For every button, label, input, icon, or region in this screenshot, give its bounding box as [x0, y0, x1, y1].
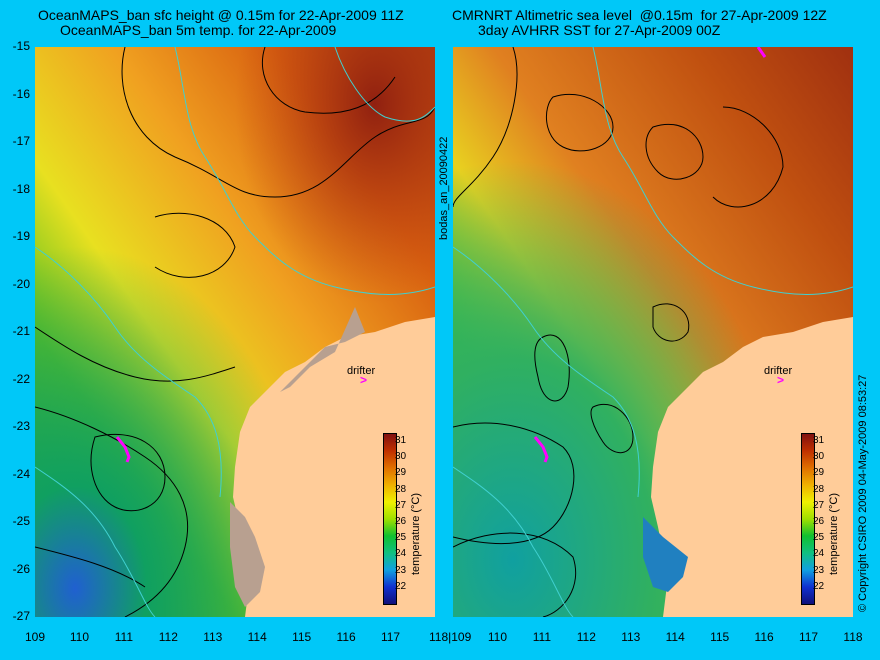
right-drifter-label: drifter — [764, 365, 793, 377]
lon-label: 118|109 — [429, 630, 472, 644]
right-drifter-track — [533, 436, 549, 463]
lat-label: -27 — [12, 609, 30, 623]
lon-label: 116 — [754, 630, 774, 644]
copyright-label: © Copyright CSIRO 2009 04-May-2009 08:53… — [857, 374, 869, 612]
right-colorbar — [801, 433, 815, 605]
lon-label: 115 — [292, 630, 312, 644]
right-map-panel — [453, 47, 853, 617]
lon-label: 110 — [487, 630, 507, 644]
colorbar-tick-label: 30 — [813, 451, 825, 463]
right-sea-level-contours — [453, 47, 784, 617]
right-colorbar-title: temperature (°C) — [828, 492, 840, 575]
lon-label: 115 — [710, 630, 730, 644]
lon-label: 111 — [532, 630, 551, 644]
lat-label: -17 — [12, 134, 30, 148]
lat-label: -21 — [12, 324, 30, 338]
lon-label: 117 — [798, 630, 819, 644]
right-title-line1: CMRNRT Altimetric sea level @0.15m for 2… — [452, 7, 827, 23]
lat-label: -18 — [12, 181, 30, 196]
lon-label: 109 — [24, 630, 46, 644]
left-isobaths — [35, 47, 435, 617]
colorbar-tick-label: 22 — [395, 580, 407, 592]
lon-label: 114 — [665, 630, 685, 644]
colorbar-tick-label: 23 — [395, 564, 407, 576]
left-title-line1: OceanMAPS_ban sfc height @ 0.15m for 22-… — [38, 7, 404, 23]
right-title-line2: 3day AVHRR SST for 27-Apr-2009 00Z — [478, 22, 721, 38]
lat-label: -24 — [12, 466, 30, 481]
colorbar-tick-label: 22 — [813, 580, 825, 592]
colorbar-tick-label: 24 — [813, 548, 825, 560]
left-drifter-label: drifter — [347, 365, 376, 377]
lon-label: 112 — [576, 630, 596, 644]
colorbar-tick-label: 29 — [813, 467, 825, 479]
lat-label: -25 — [12, 514, 30, 528]
lat-label: -23 — [12, 419, 30, 433]
lon-label: 118 — [843, 630, 863, 644]
lat-label: -19 — [12, 229, 30, 243]
lat-label: -26 — [12, 561, 30, 576]
right-drifter-marker: > — [777, 373, 785, 387]
colorbar-tick-label: 27 — [395, 499, 407, 511]
lon-label: 112 — [158, 630, 178, 644]
left-map-canvas — [35, 47, 435, 617]
colorbar-tick-label: 28 — [395, 483, 407, 495]
lat-label: -16 — [12, 86, 30, 101]
colorbar-tick-label: 28 — [813, 483, 825, 495]
model-run-label: bodas_an_20090422 — [438, 136, 450, 240]
lon-label: 114 — [247, 630, 267, 644]
left-sea-level-contours — [35, 47, 435, 617]
lon-label: 113 — [203, 630, 223, 644]
lon-label: 116 — [336, 630, 356, 644]
colorbar-tick-label: 23 — [813, 564, 825, 576]
lon-label: 110 — [69, 630, 89, 644]
left-drifter-track — [115, 436, 131, 463]
lat-label: -20 — [12, 276, 30, 291]
lon-label: 111 — [114, 630, 133, 644]
left-colorbar — [383, 433, 397, 605]
right-isobaths — [453, 47, 853, 617]
colorbar-tick-label: 26 — [395, 516, 407, 528]
colorbar-tick-label: 30 — [395, 451, 407, 463]
colorbar-tick-label: 25 — [813, 532, 825, 544]
colorbar-tick-label: 26 — [813, 516, 825, 528]
lon-label: 117 — [380, 630, 401, 644]
colorbar-tick-label: 25 — [395, 532, 407, 544]
colorbar-tick-label: 29 — [395, 467, 407, 479]
left-colorbar-title: temperature (°C) — [410, 492, 422, 575]
colorbar-tick-label: 31 — [813, 435, 825, 447]
lat-label: -22 — [12, 371, 30, 386]
colorbar-tick-label: 24 — [395, 548, 407, 560]
left-drifter-marker: > — [360, 373, 368, 387]
lat-label: -15 — [12, 39, 30, 53]
colorbar-tick-label: 27 — [813, 499, 825, 511]
right-map-canvas — [453, 47, 853, 617]
left-title-line2: OceanMAPS_ban 5m temp. for 22-Apr-2009 — [60, 22, 337, 38]
colorbar-tick-label: 31 — [395, 435, 407, 447]
left-map-panel — [35, 47, 435, 617]
lon-label: 113 — [621, 630, 641, 644]
